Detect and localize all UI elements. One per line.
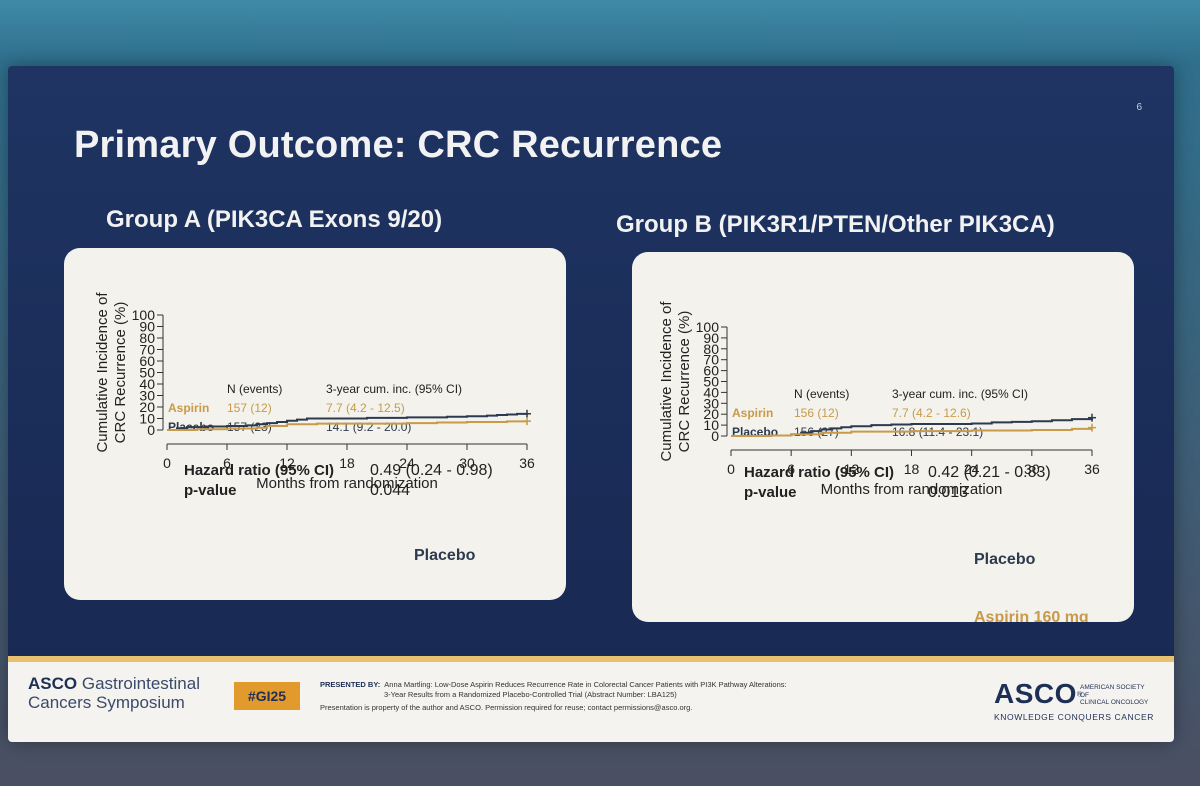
p-value-value: 0.044 [370,482,410,499]
table-row-n: 156 (12) [794,406,839,420]
asco-logo-text: ASCO [994,678,1077,709]
hazard-ratio-label: Hazard ratio (95% CI) [184,462,334,479]
y-tick-label: 50 [139,365,155,381]
x-tick-label: 18 [904,461,920,477]
y-tick-label: 0 [711,428,719,444]
y-axis-label: Cumulative Incidence of CRC Recurrence (%… [94,292,129,453]
y-tick-label: 100 [132,307,156,323]
table-row-ci: 14.1 (9.2 - 20.0) [326,420,411,434]
p-value-label: p-value [744,484,797,501]
y-tick-label: 70 [139,342,155,358]
series-label-aspirin: Aspirin 160 mg [974,609,1089,622]
x-tick-label: 24 [964,461,980,477]
y-tick-label: 40 [139,376,155,392]
table-header-n: N (events) [794,387,849,401]
asco-tagline: KNOWLEDGE CONQUERS CANCER [994,712,1154,722]
y-tick-label: 30 [139,388,155,404]
page-number: 6 [1136,102,1142,113]
y-tick-label: 60 [139,353,155,369]
y-tick-label: 0 [147,422,155,438]
series-line-placebo [731,417,1093,437]
asco-registered-mark: ® [1076,691,1083,699]
p-value-label: p-value [184,482,237,499]
brand-symposium: Cancers Symposium [28,693,185,712]
x-tick-label: 6 [787,461,795,477]
brand-asco: ASCO [28,674,78,693]
x-tick-label: 18 [339,455,355,471]
x-tick-label: 12 [279,455,295,471]
hazard-ratio-label: Hazard ratio (95% CI) [744,464,894,481]
x-tick-label: 30 [459,455,475,471]
y-tick-label: 40 [703,384,719,400]
group-a-panel: 0 10 20 30 40 50 60 70 80 90 100 0 6 12 18 24 30 36 Months… [64,248,566,600]
slide: 6 Primary Outcome: CRC Recurrence Group … [8,66,1174,742]
group-b-panel: 0 10 20 30 40 50 60 70 80 90 100 0 6 12 18 24 30 36 Months… [632,252,1134,622]
table-header-ci: 3-year cum. inc. (95% CI) [892,387,1028,401]
y-tick-label: 70 [703,352,719,368]
presented-line1: Anna Martling: Low-Dose Aspirin Reduces … [384,680,787,689]
slide-title: Primary Outcome: CRC Recurrence [74,124,723,166]
symposium-brand: ASCO Gastrointestinal Cancers Symposium [28,674,200,712]
y-axis-label-line1: Cumulative Incidence of [658,301,675,462]
group-b-title: Group B (PIK3R1/PTEN/Other PIK3CA) [616,211,1055,238]
y-tick-label: 80 [139,330,155,346]
y-tick-label: 60 [703,363,719,379]
series-line-aspirin [731,427,1093,437]
hashtag-badge: #GI25 [234,682,300,710]
x-tick-label: 36 [519,455,535,471]
y-tick-label: 50 [703,374,719,390]
presented-line2: 3-Year Results from a Randomized Placebo… [384,690,677,699]
table-header-n: N (events) [227,382,282,396]
y-tick-label: 100 [696,319,720,335]
society-line2: CLINICAL ONCOLOGY [1080,699,1149,706]
x-tick-label: 0 [727,461,735,477]
table-row-name: Aspirin [732,406,773,420]
group-a-title: Group A (PIK3CA Exons 9/20) [106,206,443,233]
y-tick-label: 30 [703,395,719,411]
x-tick-label: 6 [223,455,231,471]
table-row-ci: 7.7 (4.2 - 12.6) [892,406,971,420]
p-value-value: 0.013 [928,484,968,501]
series-line-aspirin [167,420,528,431]
hazard-ratio-value: 0.49 (0.24 - 0.98) [370,462,493,479]
x-tick-label: 36 [1084,461,1100,477]
y-tick-label: 90 [703,330,719,346]
y-axis-label-line1: Cumulative Incidence of [94,292,111,453]
presented-by: PRESENTED BY: Anna Martling: Low-Dose Asp… [320,680,860,713]
y-tick-label: 10 [703,417,719,433]
x-axis-label: Months from randomization [256,475,438,492]
y-tick-label: 20 [703,406,719,422]
table-row-name: Aspirin [168,401,209,415]
y-axis-label: Cumulative Incidence of CRC Recurrence (%… [658,301,693,462]
asco-society-name: AMERICAN SOCIETY OF CLINICAL ONCOLOGY [1080,684,1154,707]
asco-logo: ASCO® AMERICAN SOCIETY OF CLINICAL ONCOL… [994,678,1154,722]
presented-label: PRESENTED BY: [320,680,381,689]
x-tick-label: 0 [163,455,171,471]
table-row-ci: 7.7 (4.2 - 12.5) [326,401,405,415]
series-line-placebo [167,412,528,431]
table-header-ci: 3-year cum. inc. (95% CI) [326,382,462,396]
brand-gastro: Gastrointestinal [81,674,200,693]
y-tick-label: 20 [139,399,155,415]
y-tick-label: 10 [139,411,155,427]
footer: ASCO Gastrointestinal Cancers Symposium … [8,656,1174,742]
y-tick-label: 90 [139,319,155,335]
series-label-placebo: Placebo [974,551,1036,568]
y-axis-label-line2: CRC Recurrence (%) [676,311,693,453]
x-tick-label: 30 [1024,461,1040,477]
table-row-n: 157 (12) [227,401,272,415]
hazard-ratio-value: 0.42 (0.21 - 0.83) [928,464,1051,481]
series-label-placebo: Placebo [414,547,476,564]
society-line1: AMERICAN SOCIETY OF [1080,684,1145,699]
y-tick-label: 80 [703,341,719,357]
y-axis-label-line2: CRC Recurrence (%) [112,302,129,444]
property-note: Presentation is property of the author a… [320,703,693,712]
x-axis-label: Months from randomization [821,481,1003,498]
x-tick-label: 12 [844,461,860,477]
x-tick-label: 24 [399,455,415,471]
